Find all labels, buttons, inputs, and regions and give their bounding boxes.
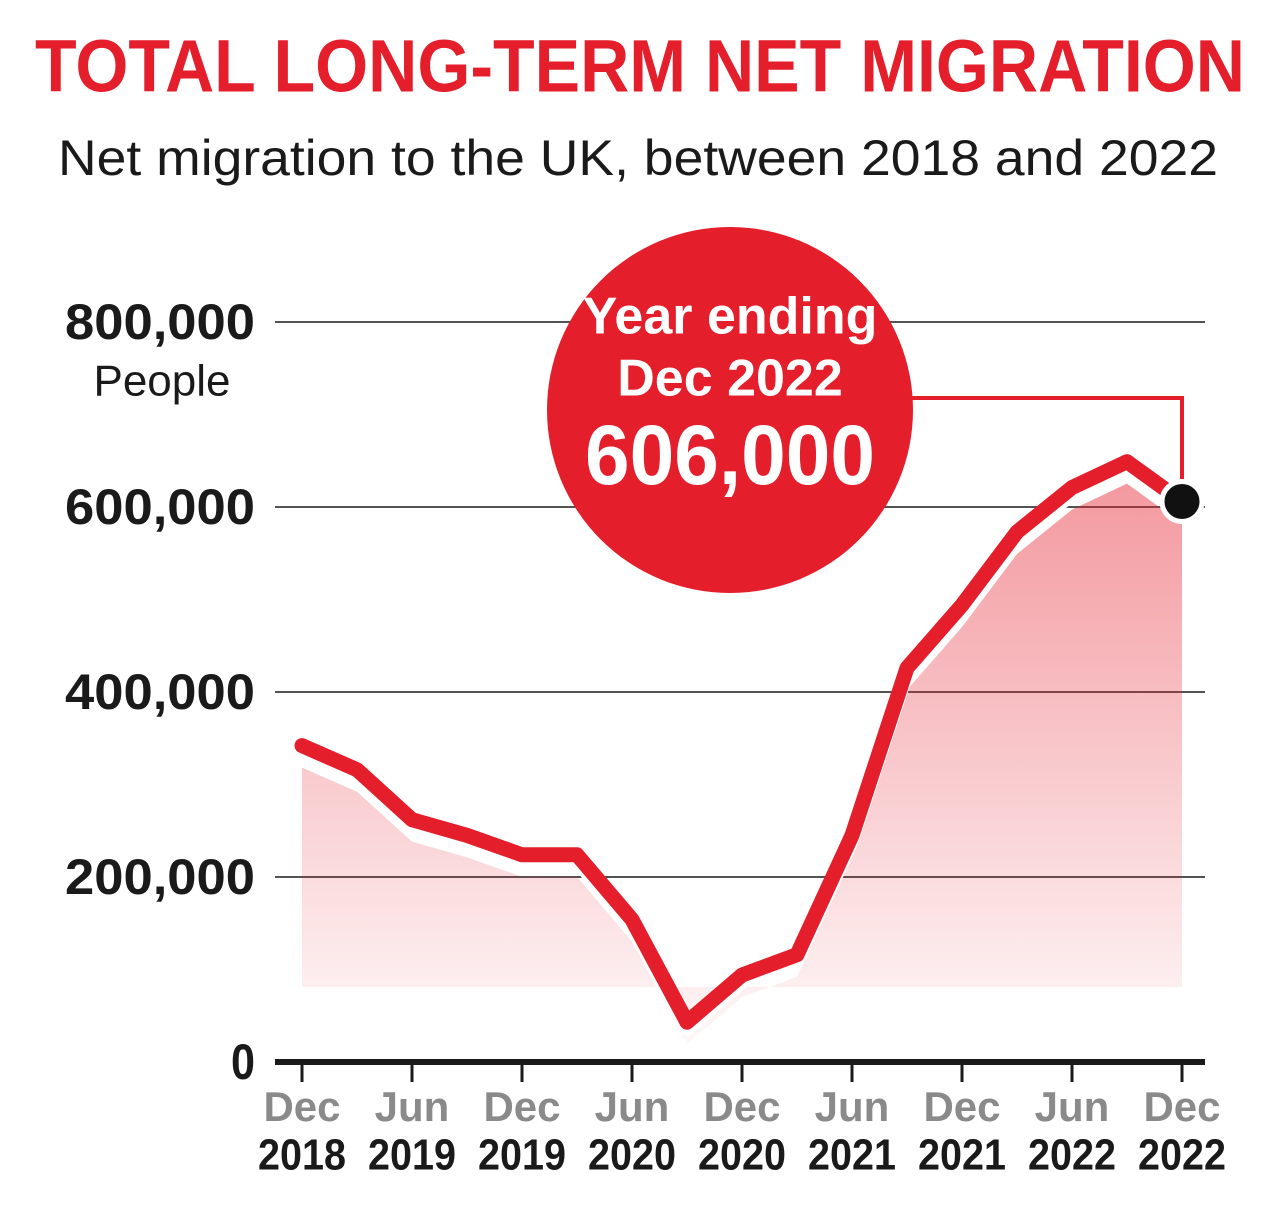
chart-title: TOTAL LONG-TERM NET MIGRATION [35,25,1245,108]
x-tick-label: Dec [703,1083,780,1130]
x-tick-label-year: 2020 [698,1131,786,1180]
x-tick-label-year: 2018 [258,1131,346,1180]
y-tick-label: 800,000 [65,294,255,350]
annotation-bubble [547,227,913,593]
chart-subtitle: Net migration to the UK, between 2018 an… [58,130,1218,186]
y-tick-label: 200,000 [65,849,255,905]
y-tick-label: 600,000 [65,479,255,535]
x-tick-label: Dec [263,1083,340,1130]
x-tick-label-year: 2019 [368,1131,456,1180]
annotation-text: Dec 2022 [617,350,843,408]
y-tick-label: 400,000 [65,664,255,720]
y-axis-label: People [93,357,230,406]
line [294,454,1190,1030]
end-point [1159,478,1205,524]
data-label: 606,000 [585,408,875,502]
x-tick-label: Jun [375,1083,450,1130]
x-tick-label: Jun [595,1083,670,1130]
x-tick-label: Jun [1035,1083,1110,1130]
x-tick-label-year: 2020 [588,1131,676,1180]
x-tick-label-year: 2022 [1028,1131,1116,1180]
x-tick-label: Dec [483,1083,560,1130]
y-tick-label: 0 [231,1034,255,1090]
x-tick-label-year: 2022 [1138,1131,1226,1180]
x-tick-label: Dec [923,1083,1000,1130]
area [302,483,1182,1045]
x-tick-label-year: 2021 [918,1131,1006,1180]
x-tick-label-year: 2021 [808,1131,896,1180]
x-tick-label-year: 2019 [478,1131,566,1180]
x-tick-label: Dec [1143,1083,1220,1130]
annotation-text: Year ending [583,288,878,346]
x-tick-label: Jun [815,1083,890,1130]
